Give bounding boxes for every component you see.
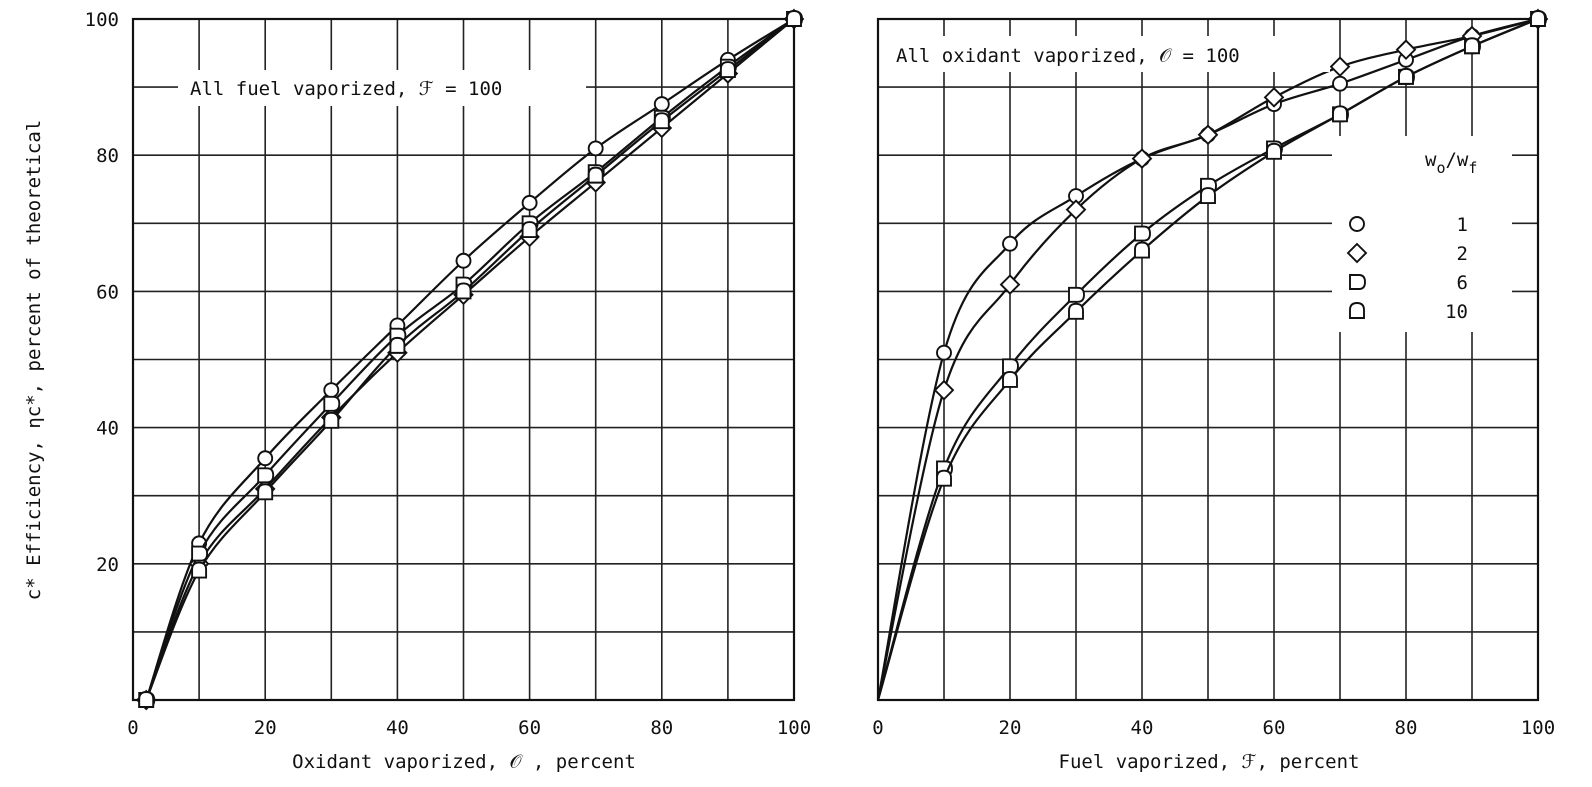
left-data-point [521,221,538,239]
right-data-point [999,274,1021,295]
left-panel: 0 20 40 60 80 100 20 40 60 80 100 [85,8,811,739]
right-annotation-box: All oxidant vaporized, 𝒪 = 100 [886,36,1330,72]
left-data-point [191,561,208,579]
right-data-point [1002,370,1018,388]
right-x-tick-label: 80 [1395,717,1418,739]
right-plot-frame [876,17,1540,702]
right-x-tick-label: 20 [999,717,1022,739]
left-data-point [653,96,670,113]
left-data-point [521,194,538,211]
left-data-point [323,382,340,399]
right-data-point [933,379,955,401]
left-data-point [323,411,340,429]
legend-label: 1 [1457,214,1468,236]
left-plot-frame [131,17,796,702]
right-data-point [1197,124,1219,146]
right-data-point [1068,302,1084,320]
left-y-tick-label: 40 [96,418,119,440]
legend-symbol [1346,242,1368,264]
right-data-point [1002,235,1018,252]
left-y-tick-label: 100 [85,9,119,31]
right-data-point [936,344,952,361]
right-data-point [1398,67,1414,85]
right-data-point [1332,75,1348,92]
left-annotation-box: All fuel vaporized, ℱ = 100 [178,70,586,106]
legend-label: 6 [1457,272,1468,294]
left-x-tick-label: 20 [254,717,277,739]
left-x-tick-label: 100 [777,717,811,739]
left-x-tick-label: 60 [518,717,541,739]
right-data-point [1134,241,1150,259]
left-annotation: All fuel vaporized, ℱ = 100 [190,78,502,100]
left-x-tick-label: 0 [127,717,138,739]
right-data-point [1329,56,1351,78]
right-x-tick-label: 100 [1521,717,1555,739]
right-panel: 0 20 40 60 80 100 [872,8,1555,739]
right-annotation: All oxidant vaporized, 𝒪 = 100 [896,45,1240,67]
left-y-tick-label: 60 [96,281,119,303]
right-data-point [1065,199,1087,221]
left-data-point [786,10,802,27]
left-x-axis-label: Oxidant vaporized, 𝒪 , percent [292,751,636,773]
legend-symbol [1349,302,1365,319]
left-data-point [257,450,274,467]
left-data-point [191,545,209,562]
right-data-point [1134,225,1151,242]
left-series-line [145,18,795,701]
left-series-10 [138,10,802,708]
left-data-point [138,691,155,708]
right-data-point [1266,142,1282,160]
left-data-point [257,467,275,484]
left-data-point [257,483,274,501]
legend-title: wo/wf [1425,149,1477,177]
left-data-point [455,282,472,300]
y-axis-label: c* Efficiency, ηc*, percent of theoretic… [23,120,45,600]
left-y-tick-label: 20 [96,554,119,576]
right-series-6 [876,11,1547,701]
legend-title-sub-f: f [1468,159,1477,177]
left-data-point [719,61,736,79]
right-x-tick-label: 60 [1263,717,1286,739]
legend-title-sep: /w [1445,149,1468,171]
legend-symbol [1349,274,1366,290]
right-data-point [1395,39,1417,60]
legend-label: 10 [1445,301,1468,323]
left-y-tick-label: 80 [96,145,119,167]
right-series-10 [876,10,1546,701]
right-data-point [1068,286,1085,303]
legend-entries: 1 2 6 10 [1346,214,1468,323]
right-x-axis-label: Fuel vaporized, ℱ, percent [1059,751,1360,773]
left-data-point [323,395,341,412]
right-x-tick-label: 40 [1131,717,1154,739]
right-data-point [1200,187,1216,205]
left-data-point [653,112,670,130]
left-data-point [587,166,604,184]
legend-title-w: w [1425,149,1437,171]
right-series-1 [876,11,1546,701]
legend: wo/wf 1 2 6 10 [1332,136,1512,332]
right-grid [878,19,1538,700]
legend-symbol [1349,216,1365,232]
right-data-point [1131,148,1153,169]
legend-title-sub-o: o [1436,159,1445,177]
right-data-point [936,469,952,487]
left-data-point [389,336,406,354]
left-data-point [455,252,472,269]
left-data-point [587,140,604,157]
right-data-point [1530,10,1546,27]
legend-label: 2 [1457,243,1468,265]
left-x-tick-label: 40 [386,717,409,739]
right-data-point [1263,86,1285,108]
right-series-2 [876,8,1549,701]
left-x-tick-label: 80 [650,717,673,739]
left-grid [133,19,794,700]
right-data-point [1464,37,1480,55]
right-data-point [1332,105,1348,123]
right-x-tick-label: 0 [872,717,883,739]
